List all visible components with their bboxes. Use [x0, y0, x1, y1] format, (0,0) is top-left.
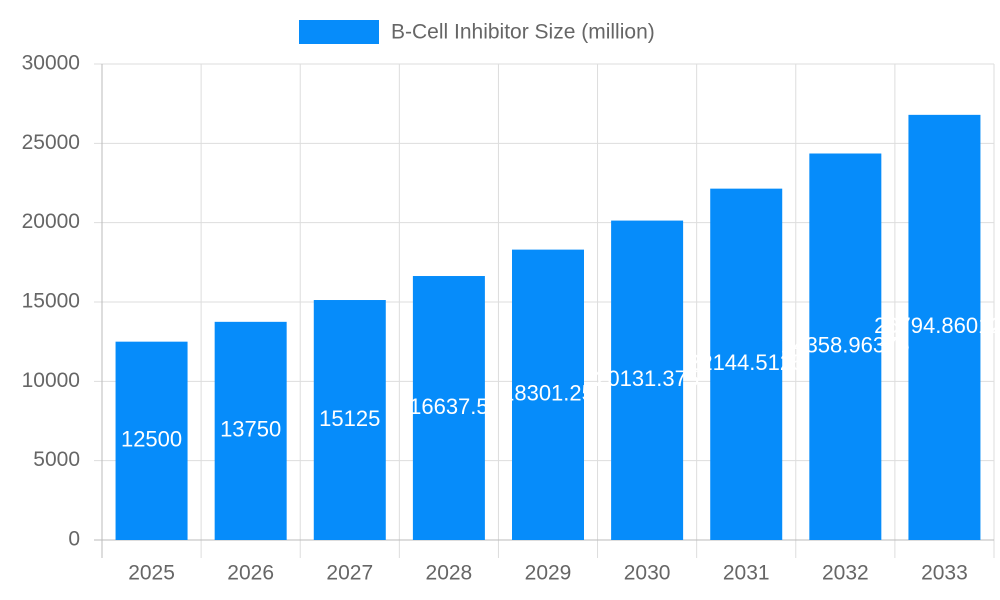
x-tick-label: 2026 [227, 562, 274, 585]
x-tick-label: 2033 [921, 562, 968, 585]
y-tick-label: 15000 [22, 290, 80, 313]
data-label: 24358.96375 [781, 333, 909, 358]
data-label: 15125 [319, 406, 380, 431]
data-label: 13750 [220, 417, 281, 442]
data-label: 12500 [121, 427, 182, 452]
bar [313, 300, 386, 540]
x-tick-label: 2028 [426, 562, 473, 585]
bar [908, 114, 981, 540]
x-tick-label: 2025 [128, 562, 175, 585]
data-label: 20131.375 [595, 366, 699, 391]
bar [809, 153, 882, 540]
y-tick-label: 5000 [33, 448, 80, 471]
legend-label: B-Cell Inhibitor Size (million) [391, 21, 655, 44]
x-tick-label: 2027 [326, 562, 373, 585]
y-tick-label: 10000 [22, 369, 80, 392]
y-tick-label: 0 [68, 528, 80, 551]
data-label: 22144.5125 [688, 350, 804, 375]
data-label: 18301.25 [502, 381, 594, 406]
data-label: 16637.5 [409, 394, 489, 419]
bar [611, 220, 684, 540]
bar [214, 321, 287, 540]
x-tick-label: 2029 [525, 562, 572, 585]
legend-swatch [299, 20, 379, 44]
y-tick-label: 30000 [22, 52, 80, 75]
bar [710, 188, 783, 541]
bar [512, 249, 584, 540]
data-label: 26794.860125 [874, 313, 1000, 338]
y-tick-label: 20000 [22, 210, 80, 233]
bar [115, 341, 188, 540]
x-tick-label: 2031 [723, 562, 770, 585]
y-tick-label: 25000 [22, 131, 80, 154]
x-tick-label: 2032 [822, 562, 869, 585]
x-tick-label: 2030 [624, 562, 671, 585]
bar [412, 276, 485, 540]
